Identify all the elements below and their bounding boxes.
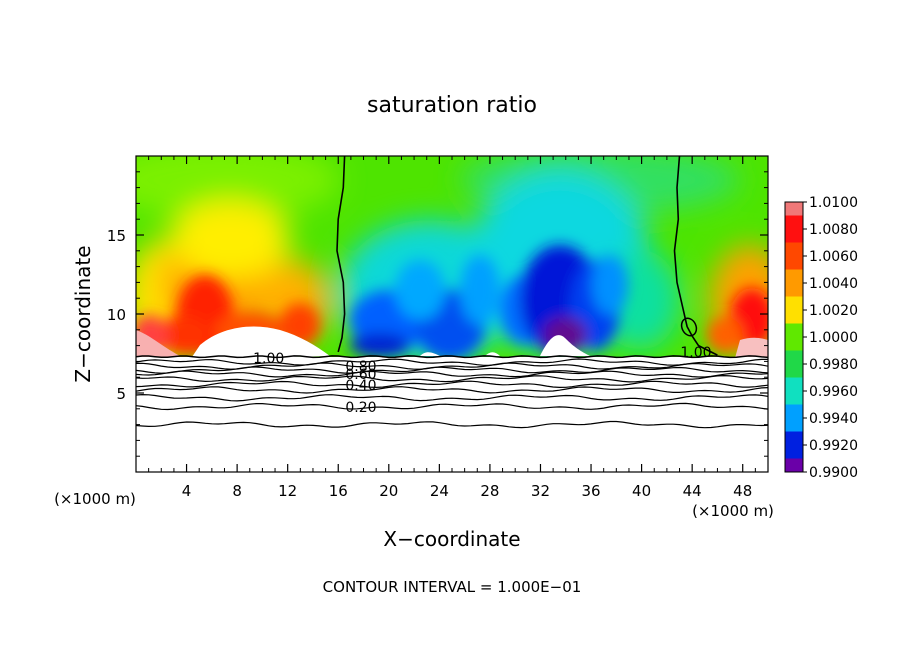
colorbar-band [785,377,803,392]
y-axis-label: Z−coordinate [71,245,95,382]
x-tick-label: 36 [581,482,600,500]
x-tick-label: 20 [379,482,398,500]
colorbar-label: 0.9960 [809,384,858,400]
lower-contour-line [135,370,769,378]
x-units-right: (×1000 m) [692,502,774,520]
surface-contour-line [135,355,769,359]
colorbar-band [785,458,803,473]
x-tick-label: 12 [278,482,297,500]
contour-label: 0.20 [345,400,376,416]
lower-contours [135,355,769,429]
x-units-left: (×1000 m) [54,490,136,508]
colorbar-band [785,229,803,243]
colorbar-label: 1.0020 [809,303,858,319]
colorbar-band [785,337,803,351]
x-tick-label: 4 [182,482,192,500]
colorbar-band [785,404,803,419]
lower-contour-line [135,402,769,411]
colorbar-band [785,215,803,230]
colorbar-label: 1.0040 [809,276,858,292]
lower-contour-line [135,393,769,402]
colorbar-band [785,350,803,365]
x-axis: 4 8 12 16 20 24 28 32 36 40 44 48 [148,156,756,500]
colorbar-label: 0.9900 [809,465,858,481]
y-tick-label: 10 [107,306,126,324]
colorbar-band [785,283,803,297]
colorbar-label: 1.0000 [809,330,858,346]
colorbar-band [785,364,803,378]
contour-labels: 1.00 0.800.600.40 0.20 1.00 [253,345,711,416]
colorbar-label: 0.9920 [809,438,858,454]
contour-label: 0.80 [345,359,376,375]
x-tick-label: 28 [480,482,499,500]
x-tick-label: 16 [329,482,348,500]
colorbar-band [785,391,803,405]
colorbar-band [785,418,803,432]
contour-label: 0.40 [345,378,376,394]
colorbar-band [785,296,803,311]
contour-label: 0.60 [345,367,376,383]
contour-label: 1.00 [253,351,284,367]
y-tick-label: 15 [107,227,126,245]
lower-contour-line [135,366,769,374]
x-axis-label: X−coordinate [383,527,520,551]
colorbar-band [785,256,803,270]
x-tick-label: 40 [632,482,651,500]
contour-label: 1.00 [680,345,711,361]
colorbar-band [785,269,803,284]
x-tick-label: 8 [232,482,242,500]
unity-contour-loop [680,317,698,337]
lower-contour-line [135,386,769,394]
colorbar-band [785,431,803,446]
colorbar-label: 1.0060 [809,249,858,265]
x-tick-label: 24 [430,482,449,500]
y-tick-label: 5 [116,385,126,403]
colorbar-band [785,310,803,324]
chart-title: saturation ratio [367,93,537,118]
unity-contour-line [673,155,718,356]
saturation-field [136,156,768,359]
colorbar-band [785,323,803,338]
unity-contour-line [336,155,346,353]
unity-contours [336,155,718,356]
lower-contour-line [135,380,769,389]
colorbar-label: 0.9980 [809,357,858,373]
colorbar-band [785,445,803,459]
colorbar-band [785,242,803,257]
lower-contour-line [135,420,769,429]
lower-contour-line [135,374,769,383]
colorbar-label: 1.0100 [809,195,858,211]
colorbar-label: 1.0080 [809,222,858,238]
colorbar-label: 0.9940 [809,411,858,427]
y-axis: 5 10 15 [107,171,768,457]
colorbar: 1.0100 1.0080 1.0060 1.0040 1.0020 1.0000 0.99… [784,195,858,481]
x-tick-label: 48 [733,482,752,500]
lower-contour-line [135,358,768,366]
colorbar-band [785,202,803,216]
x-tick-label: 44 [683,482,702,500]
x-tick-label: 32 [531,482,550,500]
contour-interval-footer: CONTOUR INTERVAL = 1.000E−01 [323,578,582,596]
